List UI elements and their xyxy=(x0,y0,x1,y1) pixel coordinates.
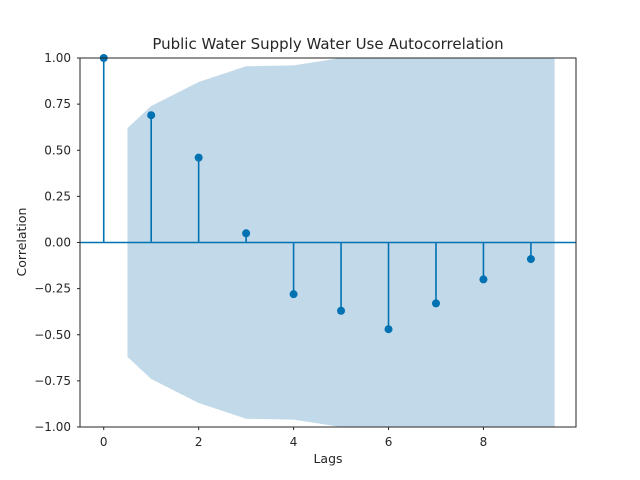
acf-point-lag-3 xyxy=(242,229,251,238)
y-tick-label-0: −1.00 xyxy=(34,420,71,434)
x-tick-label-4: 4 xyxy=(290,435,298,449)
acf-point-lag-4 xyxy=(289,290,298,299)
stems-layer xyxy=(99,54,535,334)
y-tick-label-3: −0.25 xyxy=(34,282,71,296)
x-axis-label: Lags xyxy=(313,451,342,466)
x-tick-label-0: 0 xyxy=(100,435,108,449)
x-tick-label-6: 6 xyxy=(385,435,393,449)
acf-point-lag-2 xyxy=(194,153,203,162)
y-tick-labels: −1.00 −0.75 −0.50 −0.25 0.00 0.25 0.50 0.75 1.00 xyxy=(34,51,80,434)
x-tick-label-2: 2 xyxy=(195,435,203,449)
acf-point-lag-7 xyxy=(431,299,440,308)
y-tick-label-5: 0.25 xyxy=(44,189,71,203)
acf-point-lag-8 xyxy=(479,275,488,284)
y-tick-label-7: 0.75 xyxy=(44,97,71,111)
x-tick-label-8: 8 xyxy=(480,435,488,449)
chart-title: Public Water Supply Water Use Autocorrel… xyxy=(152,35,503,53)
x-tick-labels: 0 2 4 6 8 xyxy=(100,427,487,449)
y-tick-label-4: 0.00 xyxy=(44,236,71,250)
y-tick-label-8: 1.00 xyxy=(44,51,71,65)
acf-point-lag-6 xyxy=(384,325,393,334)
acf-point-lag-5 xyxy=(337,306,346,315)
y-tick-label-2: −0.50 xyxy=(34,328,71,342)
y-tick-label-1: −0.75 xyxy=(34,374,71,388)
acf-point-lag-1 xyxy=(147,111,156,120)
y-axis-label: Correlation xyxy=(14,208,29,277)
acf-point-lag-9 xyxy=(526,255,535,264)
y-tick-label-6: 0.50 xyxy=(44,143,71,157)
